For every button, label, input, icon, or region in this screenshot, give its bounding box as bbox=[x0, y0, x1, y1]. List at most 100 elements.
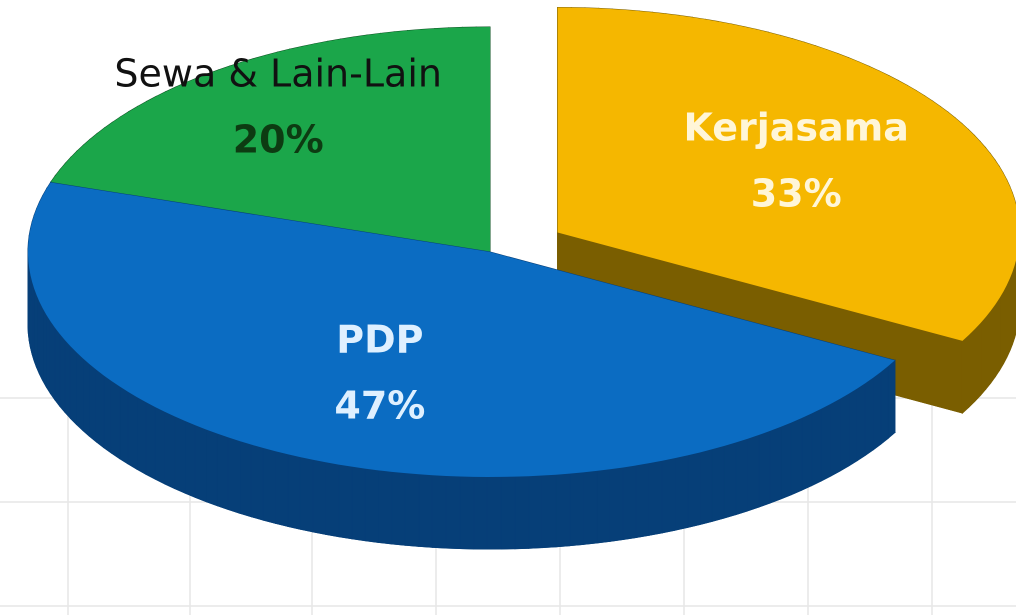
slice-side bbox=[622, 464, 637, 541]
slice-side bbox=[582, 470, 598, 545]
slice-side bbox=[980, 315, 987, 397]
slice-category-label: PDP bbox=[336, 317, 423, 361]
slice-side bbox=[299, 456, 314, 533]
slice-side bbox=[145, 401, 156, 480]
slice-side bbox=[262, 447, 276, 524]
slice-side bbox=[338, 463, 353, 540]
slice-side bbox=[864, 376, 874, 457]
slice-side bbox=[325, 461, 340, 538]
slice-side bbox=[555, 473, 571, 548]
slice-side bbox=[648, 460, 663, 536]
slice-side bbox=[42, 306, 47, 389]
slice-side bbox=[164, 410, 176, 490]
slice-side bbox=[780, 421, 792, 500]
slice-side bbox=[136, 396, 147, 475]
slice-side bbox=[811, 408, 822, 487]
slice-side bbox=[103, 374, 112, 454]
slice-side bbox=[848, 387, 858, 467]
slice-value-label: 47% bbox=[334, 383, 425, 427]
slice-side bbox=[856, 382, 866, 462]
slice-side bbox=[59, 332, 66, 414]
slice-side bbox=[887, 359, 896, 440]
slice-side bbox=[801, 412, 813, 491]
slice-side bbox=[674, 454, 689, 531]
slice-side bbox=[541, 474, 557, 549]
slice-side bbox=[216, 432, 229, 511]
pie-slice bbox=[27, 180, 896, 550]
slice-side bbox=[820, 403, 832, 482]
slice-side bbox=[1002, 284, 1008, 364]
slice-side bbox=[418, 473, 433, 548]
slice-side bbox=[661, 457, 676, 534]
slice-side bbox=[985, 309, 992, 391]
slice-side bbox=[404, 472, 420, 547]
slice-side bbox=[839, 392, 850, 472]
slice-side bbox=[54, 326, 61, 408]
slice-side bbox=[88, 362, 97, 443]
slice-side bbox=[711, 445, 725, 522]
slice-category-label: Kerjasama bbox=[683, 105, 908, 149]
slice-side bbox=[994, 296, 1001, 379]
slice-side bbox=[500, 476, 516, 550]
slice-side bbox=[95, 368, 105, 449]
slice-side bbox=[64, 338, 71, 420]
slice-side bbox=[227, 436, 241, 514]
slice-side bbox=[699, 448, 713, 526]
slice-side bbox=[82, 357, 90, 438]
slice-side bbox=[999, 289, 1004, 372]
slice-side bbox=[239, 440, 252, 518]
slice-side bbox=[127, 390, 138, 470]
slice-side bbox=[364, 468, 379, 543]
slice-side bbox=[431, 474, 447, 549]
slice-side bbox=[75, 351, 84, 432]
slice-side bbox=[514, 475, 530, 550]
slice-side bbox=[377, 469, 393, 545]
slice-side bbox=[174, 415, 186, 494]
slice-side bbox=[758, 430, 771, 508]
slice-top bbox=[557, 7, 1016, 341]
slice-side bbox=[391, 471, 406, 546]
slice-side bbox=[687, 451, 701, 529]
slice-side bbox=[205, 428, 218, 507]
slice-side bbox=[990, 302, 996, 385]
slice-side bbox=[110, 380, 121, 460]
slice-side bbox=[184, 420, 196, 499]
slice-side bbox=[473, 476, 488, 550]
slice-side bbox=[974, 321, 982, 403]
slice-side bbox=[968, 327, 976, 409]
slice-side bbox=[790, 417, 803, 496]
slice-side bbox=[486, 476, 502, 550]
slice-side bbox=[274, 450, 289, 527]
slice-side bbox=[459, 476, 475, 550]
slice-side bbox=[69, 344, 77, 426]
slice-side bbox=[194, 424, 207, 503]
slice-side bbox=[569, 471, 584, 547]
slice-side bbox=[769, 426, 782, 504]
slice-side bbox=[961, 333, 970, 415]
slice-side bbox=[528, 475, 543, 549]
slice-top bbox=[50, 27, 491, 252]
slice-side bbox=[596, 468, 611, 544]
slice-side bbox=[250, 444, 264, 521]
slice-side bbox=[49, 319, 56, 402]
slice-value-label: 33% bbox=[751, 171, 842, 215]
slice-side bbox=[312, 459, 327, 535]
slice-side bbox=[735, 438, 748, 516]
slice-top bbox=[28, 182, 895, 477]
slice-side bbox=[872, 370, 882, 451]
slice-value-label: 20% bbox=[233, 118, 324, 162]
slice-side bbox=[45, 312, 51, 395]
slice-side bbox=[609, 466, 624, 542]
slice-side bbox=[723, 441, 737, 519]
slice-side bbox=[746, 434, 760, 512]
slice-side bbox=[154, 406, 166, 485]
slice-side bbox=[830, 398, 841, 477]
slice-side bbox=[880, 365, 889, 445]
slice-side bbox=[445, 475, 461, 550]
slice-side bbox=[119, 385, 129, 465]
slice-category-label: Sewa & Lain-Lain bbox=[114, 52, 442, 96]
slice-side bbox=[287, 453, 301, 530]
slice-side bbox=[635, 462, 650, 538]
slice-side bbox=[351, 466, 366, 542]
